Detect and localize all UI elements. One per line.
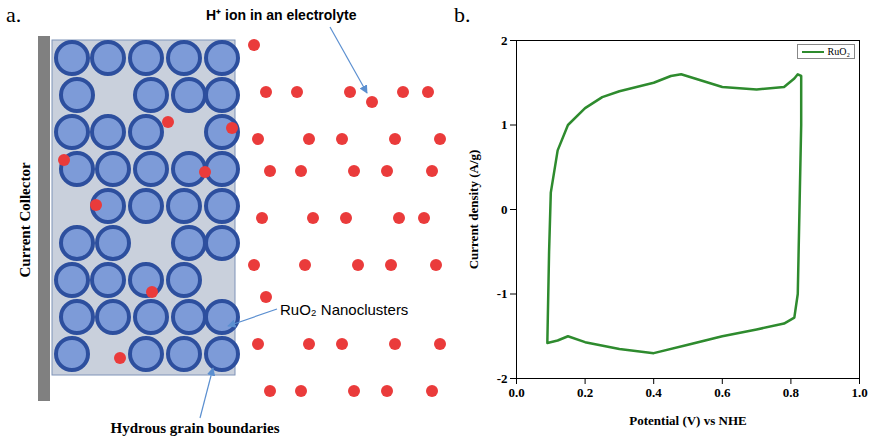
svg-text:Potential (V) vs NHE: Potential (V) vs NHE <box>629 413 746 428</box>
svg-text:0.0: 0.0 <box>508 385 524 400</box>
svg-text:Hydrous grain boundaries: Hydrous grain boundaries <box>111 420 280 436</box>
svg-text:1.0: 1.0 <box>851 385 867 400</box>
svg-text:0: 0 <box>501 202 508 217</box>
svg-text:0.6: 0.6 <box>714 385 731 400</box>
svg-text:0.4: 0.4 <box>646 385 663 400</box>
svg-text:1: 1 <box>501 117 508 132</box>
svg-text:RuO₂ Nanoclusters: RuO₂ Nanoclusters <box>280 301 408 318</box>
svg-text:H⁺ ion in an electrolyte: H⁺ ion in an electrolyte <box>206 7 357 23</box>
svg-text:0.2: 0.2 <box>577 385 593 400</box>
svg-text:a.: a. <box>6 2 21 27</box>
svg-text:-2: -2 <box>497 371 508 386</box>
svg-text:-1: -1 <box>497 286 508 301</box>
html-text:RuO₂: RuO₂ <box>827 46 850 57</box>
svg-text:2: 2 <box>501 33 508 48</box>
svg-text:Current Collector: Current Collector <box>17 162 33 277</box>
svg-text:0.8: 0.8 <box>783 385 800 400</box>
html-text:b.: b. <box>454 2 471 27</box>
svg-text:Current density (A/g): Current density (A/g) <box>466 150 481 270</box>
